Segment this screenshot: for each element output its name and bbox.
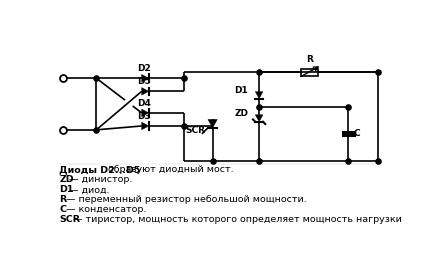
Text: D1: D1 bbox=[234, 86, 248, 95]
Bar bbox=[301, 69, 318, 76]
Text: — диод.: — диод. bbox=[66, 185, 110, 194]
Text: D4: D4 bbox=[138, 99, 151, 108]
Text: R: R bbox=[306, 56, 313, 64]
Polygon shape bbox=[255, 92, 263, 99]
Text: C: C bbox=[353, 129, 360, 138]
Text: SCR: SCR bbox=[186, 126, 206, 135]
Text: D3: D3 bbox=[138, 112, 151, 121]
Text: — динистор.: — динистор. bbox=[66, 175, 132, 184]
Polygon shape bbox=[208, 119, 217, 128]
Text: Диоды D2...D5: Диоды D2...D5 bbox=[59, 165, 141, 174]
Text: — переменный резистор небольшой мощности.: — переменный резистор небольшой мощности… bbox=[63, 195, 307, 205]
Polygon shape bbox=[255, 115, 263, 122]
Polygon shape bbox=[142, 109, 149, 117]
Text: ZD: ZD bbox=[59, 175, 74, 184]
Text: R: R bbox=[59, 195, 66, 205]
Text: образуют диодный мост.: образуют диодный мост. bbox=[105, 165, 233, 174]
Polygon shape bbox=[142, 88, 149, 95]
Polygon shape bbox=[142, 74, 149, 82]
Text: — конденсатор.: — конденсатор. bbox=[63, 205, 146, 214]
Text: D5: D5 bbox=[138, 77, 151, 87]
Text: SCR: SCR bbox=[59, 215, 80, 225]
Text: C: C bbox=[59, 205, 66, 214]
Polygon shape bbox=[142, 122, 149, 130]
Text: ZD: ZD bbox=[234, 109, 248, 118]
Text: D2: D2 bbox=[138, 64, 151, 73]
Text: D1: D1 bbox=[59, 185, 74, 194]
Text: — тиристор, мощность которого определяет мощность нагрузки: — тиристор, мощность которого определяет… bbox=[70, 215, 402, 225]
